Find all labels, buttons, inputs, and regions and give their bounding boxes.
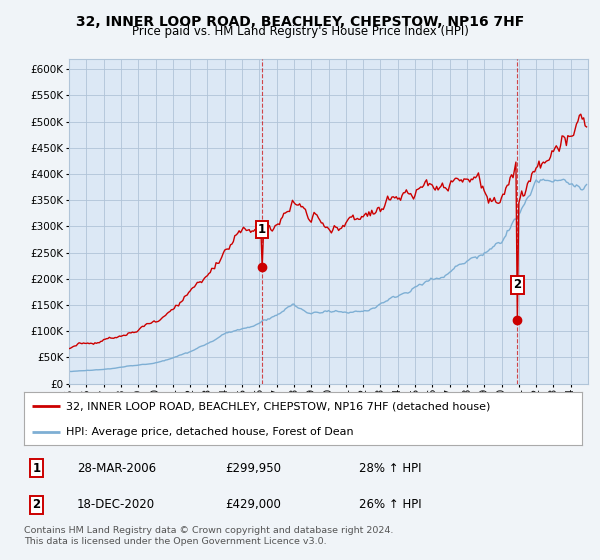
Text: 28% ↑ HPI: 28% ↑ HPI (359, 462, 421, 475)
Text: Price paid vs. HM Land Registry's House Price Index (HPI): Price paid vs. HM Land Registry's House … (131, 25, 469, 38)
Text: 26% ↑ HPI: 26% ↑ HPI (359, 498, 421, 511)
Text: 2: 2 (513, 278, 521, 291)
Text: £299,950: £299,950 (225, 462, 281, 475)
Text: 2: 2 (32, 498, 40, 511)
Text: 28-MAR-2006: 28-MAR-2006 (77, 462, 156, 475)
Text: 32, INNER LOOP ROAD, BEACHLEY, CHEPSTOW, NP16 7HF: 32, INNER LOOP ROAD, BEACHLEY, CHEPSTOW,… (76, 15, 524, 29)
Text: 1: 1 (32, 462, 40, 475)
Text: Contains HM Land Registry data © Crown copyright and database right 2024.
This d: Contains HM Land Registry data © Crown c… (24, 526, 394, 546)
Text: 18-DEC-2020: 18-DEC-2020 (77, 498, 155, 511)
Text: 32, INNER LOOP ROAD, BEACHLEY, CHEPSTOW, NP16 7HF (detached house): 32, INNER LOOP ROAD, BEACHLEY, CHEPSTOW,… (66, 402, 490, 412)
Text: £429,000: £429,000 (225, 498, 281, 511)
Text: 1: 1 (258, 223, 266, 236)
Text: HPI: Average price, detached house, Forest of Dean: HPI: Average price, detached house, Fore… (66, 427, 353, 437)
